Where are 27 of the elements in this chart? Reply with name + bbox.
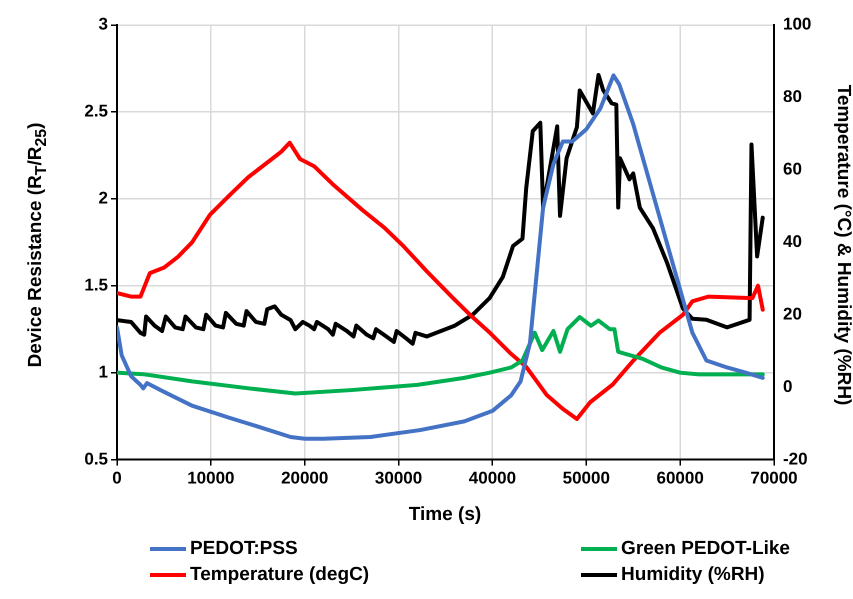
x-tick-label: 70000	[750, 468, 798, 488]
x-tick-label: 60000	[656, 468, 704, 488]
y2-tick-label: 0	[783, 376, 792, 396]
y2-tick-label: 20	[783, 304, 802, 324]
legend-label: Temperature (degC)	[190, 564, 370, 586]
y2-axis-title: Temperature (°C) & Humidity (%RH)	[832, 84, 853, 406]
y2-tick-label: 60	[783, 160, 802, 179]
y2-tick-label: 100	[783, 14, 812, 34]
y2-tick-label: 40	[783, 232, 802, 251]
x-tick-label: 0	[112, 468, 122, 488]
x-tick-label: 40000	[468, 468, 516, 488]
y-tick-label: 2.5	[84, 102, 108, 121]
legend-label: PEDOT:PSS	[190, 538, 298, 560]
y-tick-label: 1	[98, 362, 108, 382]
y2-tick-label: -20	[783, 449, 808, 468]
x-tick-label: 30000	[374, 468, 422, 488]
legend-label: Green PEDOT-Like	[621, 538, 790, 560]
x-tick-label: 50000	[562, 468, 610, 488]
x-axis-title: Time (s)	[408, 504, 482, 526]
y-tick-label: 2	[98, 188, 108, 208]
y-tick-label: 0.5	[84, 449, 108, 468]
x-tick-label: 20000	[281, 468, 328, 488]
y2-tick-label: 80	[783, 87, 802, 106]
x-tick-label: 10000	[187, 468, 234, 488]
legend-label: Humidity (%RH)	[621, 564, 765, 586]
y-tick-label: 3	[98, 14, 108, 34]
y-tick-label: 1.5	[84, 275, 108, 294]
